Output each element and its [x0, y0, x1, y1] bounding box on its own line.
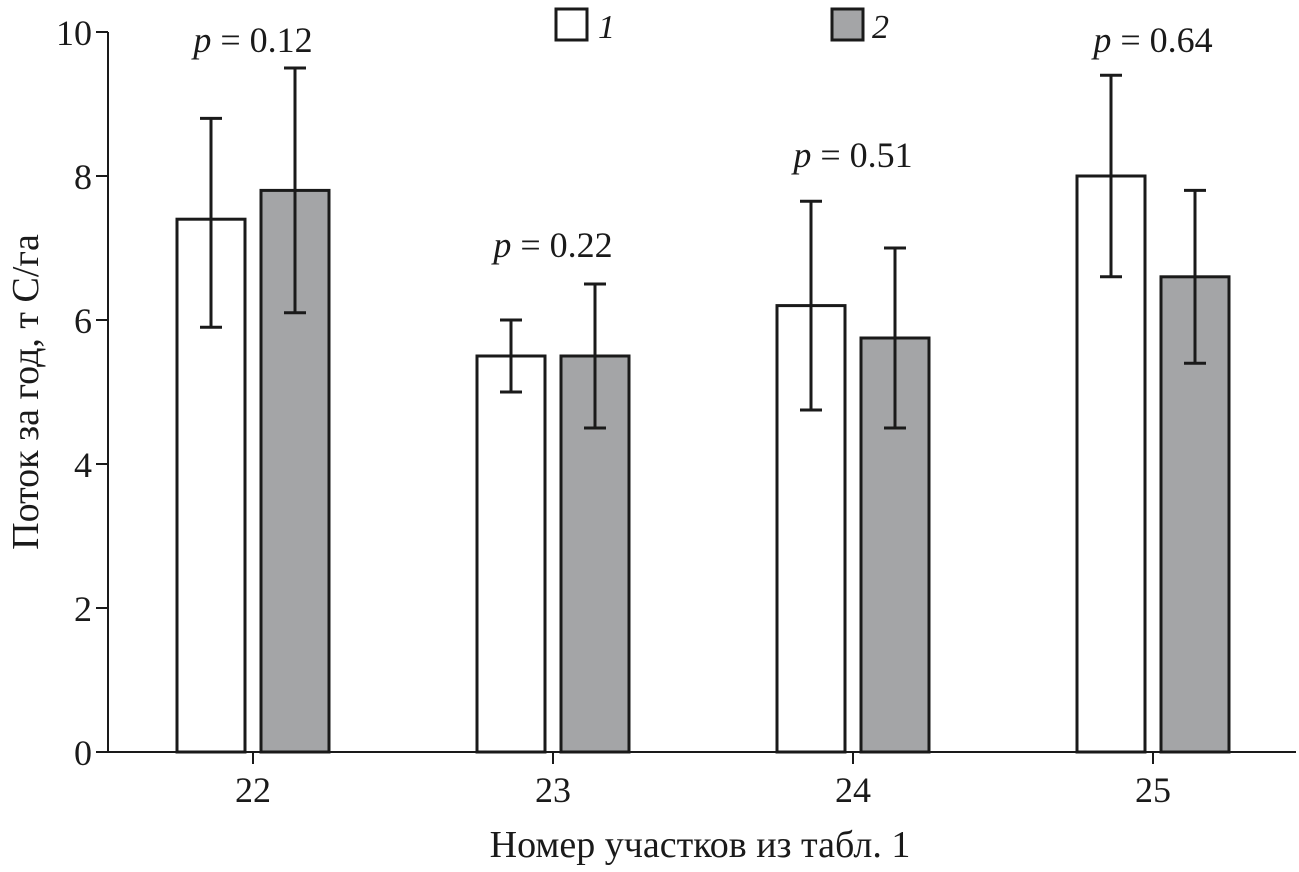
- y-axis-title: Поток за год, т С/га: [5, 234, 47, 550]
- legend-label-series-1: 1: [598, 9, 615, 46]
- p-symbol: p: [1090, 20, 1120, 60]
- p-value-text: = 0.22: [520, 225, 612, 265]
- y-tick-label: 2: [74, 589, 92, 629]
- legend-label-series-2: 2: [872, 9, 889, 46]
- y-tick-label: 0: [74, 733, 92, 773]
- p-value-text: = 0.64: [1120, 20, 1212, 60]
- p-symbol: p: [790, 135, 820, 175]
- p-value-annotation: p = 0.64: [1090, 20, 1212, 60]
- y-tick-label: 8: [74, 157, 92, 197]
- p-value-text: = 0.12: [220, 20, 312, 60]
- x-axis-title: Номер участков из табл. 1: [490, 824, 911, 866]
- p-symbol: p: [490, 225, 520, 265]
- x-tick-label: 23: [535, 770, 571, 810]
- y-tick-label: 10: [56, 13, 92, 53]
- x-tick-label: 24: [835, 770, 871, 810]
- p-value-annotation: p = 0.51: [790, 135, 912, 175]
- plot-area: p = 0.12p = 0.22p = 0.51p = 0.64: [175, 20, 1231, 754]
- p-symbol: p: [190, 20, 220, 60]
- legend-swatch-series-2: [830, 7, 865, 42]
- bar-series-1-cat-23: [475, 354, 547, 754]
- p-value-text: = 0.51: [820, 135, 912, 175]
- legend: 1 2: [554, 7, 889, 46]
- axes: [107, 32, 1296, 753]
- x-tick-label: 22: [235, 770, 271, 810]
- y-tick-label: 6: [74, 301, 92, 341]
- legend-swatch-series-1: [554, 7, 589, 42]
- p-value-annotation: p = 0.12: [190, 20, 312, 60]
- x-tick-label: 25: [1135, 770, 1171, 810]
- y-tick-label: 4: [74, 445, 92, 485]
- p-value-annotation: p = 0.22: [490, 225, 612, 265]
